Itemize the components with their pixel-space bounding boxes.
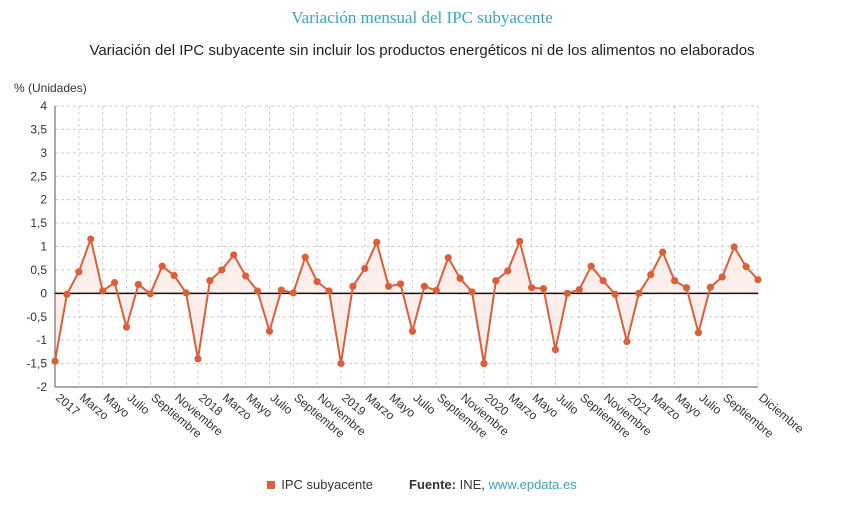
axes xyxy=(54,106,758,388)
y-tick-label: -1 xyxy=(36,333,47,347)
data-point[interactable] xyxy=(75,268,83,276)
data-point[interactable] xyxy=(539,285,548,293)
y-tick-label: 1,5 xyxy=(30,216,47,230)
data-points xyxy=(51,235,762,368)
data-point[interactable] xyxy=(385,282,393,290)
y-tick-label: 1 xyxy=(40,240,47,254)
data-point[interactable] xyxy=(361,264,369,273)
data-point[interactable] xyxy=(670,277,679,285)
data-point[interactable] xyxy=(623,337,631,346)
legend-series-label[interactable]: IPC subyacente xyxy=(281,477,374,492)
y-tick-label: 0,5 xyxy=(30,263,47,277)
data-point[interactable] xyxy=(206,277,214,285)
data-point[interactable] xyxy=(563,289,571,297)
data-point[interactable] xyxy=(718,273,726,281)
data-point[interactable] xyxy=(742,263,750,271)
chart-subtitle: Variación del IPC subyacente sin incluir… xyxy=(89,42,755,59)
chart-title: Variación mensual del IPC subyacente xyxy=(291,8,553,27)
data-point[interactable] xyxy=(551,345,560,354)
data-point[interactable] xyxy=(587,262,595,270)
data-point[interactable] xyxy=(754,276,762,284)
data-point[interactable] xyxy=(516,237,524,245)
data-point[interactable] xyxy=(170,271,178,280)
area-fill xyxy=(55,239,758,364)
source-org: INE, xyxy=(459,477,485,492)
data-point[interactable] xyxy=(408,327,417,335)
data-point[interactable] xyxy=(265,327,274,335)
data-point[interactable] xyxy=(313,278,321,286)
data-point[interactable] xyxy=(242,272,250,280)
data-point[interactable] xyxy=(218,266,226,274)
data-point[interactable] xyxy=(611,290,619,298)
y-axis-label: % (Unidades) xyxy=(14,81,87,95)
legend-swatch xyxy=(267,481,276,489)
y-tick-label: 3,5 xyxy=(30,122,47,136)
data-point[interactable] xyxy=(730,243,738,251)
x-tick-labels: 2017MarzoMayoJulioSeptiembreNoviembre201… xyxy=(53,391,807,441)
data-point[interactable] xyxy=(420,282,428,290)
data-point[interactable] xyxy=(706,283,714,291)
data-point[interactable] xyxy=(110,278,119,287)
data-point[interactable] xyxy=(99,287,107,295)
grid xyxy=(54,105,759,388)
data-point[interactable] xyxy=(87,235,95,243)
y-tick-label: -1,5 xyxy=(26,357,47,371)
data-point[interactable] xyxy=(146,290,154,298)
data-point[interactable] xyxy=(659,248,667,256)
data-point[interactable] xyxy=(528,284,536,292)
y-tick-labels: 4 3,5 3 2,5 2 1,5 1 0,5 0 -0,5 -1 -1,5 -2 xyxy=(26,99,47,394)
data-point[interactable] xyxy=(337,359,345,368)
data-point[interactable] xyxy=(158,262,166,270)
y-tick-label: -2 xyxy=(36,380,47,394)
data-point[interactable] xyxy=(230,251,238,259)
data-point[interactable] xyxy=(635,289,643,297)
data-point[interactable] xyxy=(277,286,285,294)
data-point[interactable] xyxy=(647,271,655,279)
data-point[interactable] xyxy=(468,288,476,296)
source-label: Fuente: xyxy=(409,477,456,492)
x-tick-label: 2017 xyxy=(53,391,83,419)
y-tick-label: 2,5 xyxy=(30,169,47,183)
y-tick-label: 2 xyxy=(40,193,47,207)
legend: IPC subyacente Fuente: INE, www.epdata.es xyxy=(0,477,844,492)
data-point[interactable] xyxy=(253,287,262,295)
data-point[interactable] xyxy=(194,355,202,363)
y-tick-label: 3 xyxy=(40,146,47,160)
data-point[interactable] xyxy=(444,254,452,262)
data-point[interactable] xyxy=(289,289,297,297)
data-point[interactable] xyxy=(492,277,500,285)
data-point[interactable] xyxy=(182,289,190,297)
y-tick-label: 4 xyxy=(40,99,47,113)
y-tick-label: -0,5 xyxy=(26,310,47,324)
data-point[interactable] xyxy=(432,286,440,295)
source-link[interactable]: www.epdata.es xyxy=(488,477,577,492)
data-point[interactable] xyxy=(504,267,512,275)
data-point[interactable] xyxy=(325,287,333,295)
data-point[interactable] xyxy=(682,284,691,292)
data-point[interactable] xyxy=(575,285,583,294)
data-point[interactable] xyxy=(456,274,464,282)
data-point[interactable] xyxy=(349,282,357,290)
data-point[interactable] xyxy=(301,253,309,261)
data-point[interactable] xyxy=(134,280,143,289)
y-tick-label: 0 xyxy=(40,286,47,300)
data-point[interactable] xyxy=(694,329,703,337)
data-point[interactable] xyxy=(63,290,71,298)
series-area xyxy=(55,239,758,364)
data-point[interactable] xyxy=(51,357,59,365)
data-point[interactable] xyxy=(373,238,381,246)
data-point[interactable] xyxy=(122,323,131,331)
data-point[interactable] xyxy=(599,277,607,285)
data-point[interactable] xyxy=(396,280,405,288)
data-point[interactable] xyxy=(480,359,488,368)
